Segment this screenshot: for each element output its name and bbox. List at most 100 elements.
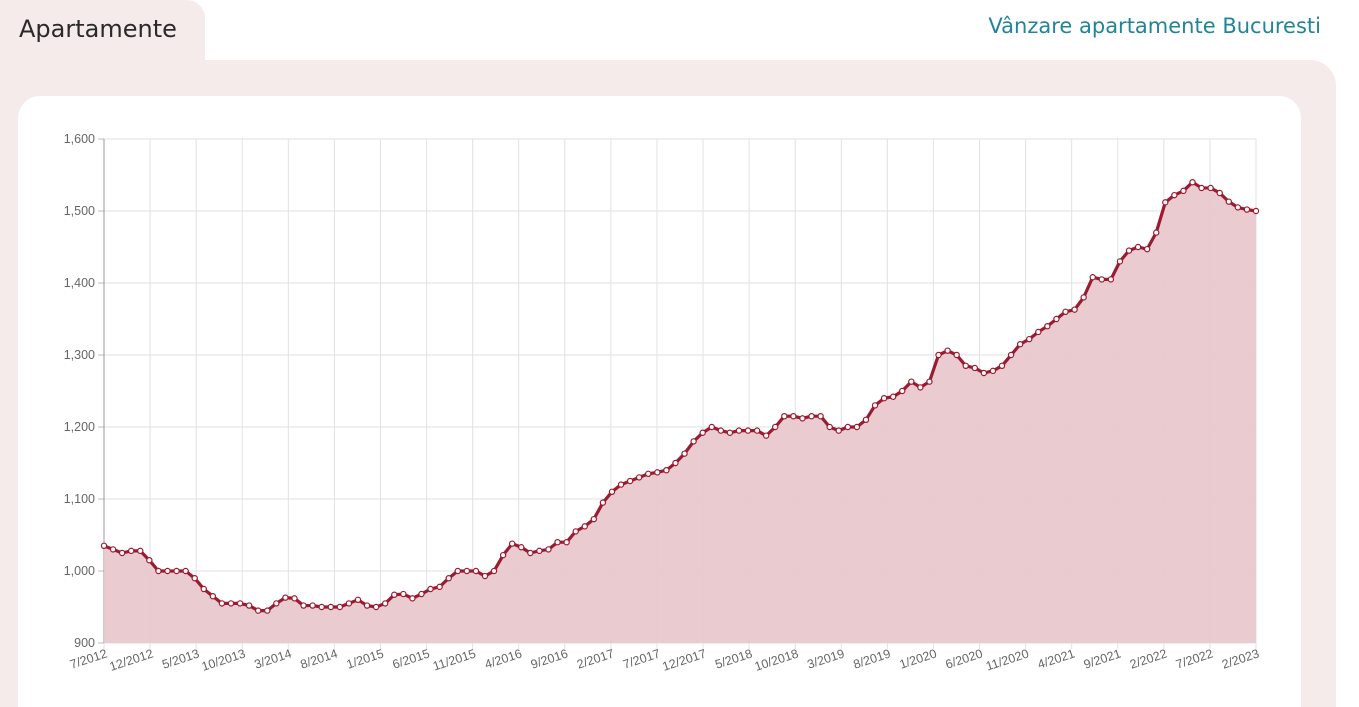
data-point: [1207, 184, 1214, 192]
data-point: [1044, 322, 1051, 330]
data-point: [708, 423, 715, 431]
data-point: [781, 413, 788, 420]
data-point: [663, 467, 670, 474]
x-tick-label: 8/2014: [299, 647, 340, 672]
x-tick-label: 3/2019: [806, 647, 847, 672]
data-point: [146, 557, 153, 564]
data-point: [245, 602, 253, 609]
data-point: [835, 427, 842, 434]
x-tick-label: 4/2021: [1036, 647, 1077, 672]
y-tick-label: 1,500: [64, 204, 95, 218]
data-point: [889, 393, 897, 400]
data-point: [953, 351, 960, 359]
data-point: [1216, 189, 1223, 197]
data-point: [227, 600, 235, 607]
data-point: [508, 540, 516, 547]
data-point: [654, 469, 661, 476]
data-point: [1007, 351, 1015, 359]
data-point: [1153, 229, 1160, 236]
data-point: [590, 515, 598, 523]
data-point: [1252, 207, 1260, 215]
data-point: [409, 595, 416, 602]
x-tick-label: 1/2020: [898, 647, 939, 672]
data-point: [563, 539, 570, 546]
data-point: [1125, 247, 1133, 254]
data-point: [1098, 276, 1106, 283]
data-point: [645, 470, 652, 477]
data-point: [100, 542, 108, 549]
data-point: [264, 607, 271, 614]
data-point: [1089, 274, 1096, 281]
data-point: [173, 567, 180, 575]
data-point: [1162, 199, 1169, 206]
data-point: [481, 572, 489, 580]
data-point: [572, 528, 579, 535]
x-tick-label: 12/2012: [108, 647, 155, 674]
data-point: [200, 585, 207, 593]
data-point: [989, 367, 997, 375]
x-tick-label: 8/2019: [852, 647, 893, 672]
data-point: [137, 547, 144, 555]
data-point: [681, 450, 688, 457]
data-point: [1180, 187, 1187, 195]
data-point: [218, 600, 226, 607]
data-point: [1143, 245, 1151, 253]
data-point: [472, 567, 480, 575]
x-tick-label: 2/2022: [1128, 647, 1169, 672]
data-point: [726, 429, 734, 436]
data-point: [635, 474, 643, 481]
y-tick-label: 1,200: [64, 420, 95, 434]
x-tick-label: 2/2017: [575, 647, 616, 672]
price-chart: 1,600 1,500 1,400 1,300 1,200 1,100 1,000 900 7…: [64, 132, 1261, 674]
data-point: [871, 402, 879, 409]
data-point: [735, 427, 743, 434]
data-point: [354, 596, 362, 603]
section-tab: Apartamente: [0, 0, 205, 62]
x-tick-label: 3/2014: [253, 647, 294, 672]
data-point: [345, 600, 353, 607]
data-point: [826, 423, 833, 431]
data-point: [926, 378, 933, 385]
data-point: [1234, 204, 1242, 211]
data-point: [899, 387, 906, 395]
data-point: [191, 575, 198, 582]
data-point: [1071, 306, 1078, 313]
chart-points: [100, 178, 1260, 614]
data-point: [790, 413, 797, 420]
data-point: [1225, 198, 1232, 205]
x-tick-label: 7/2017: [621, 647, 662, 672]
data-point: [209, 593, 217, 600]
data-point: [318, 603, 325, 611]
x-tick-label: 12/2017: [661, 647, 708, 674]
data-point: [808, 413, 815, 420]
data-point: [128, 547, 135, 555]
x-tick-label: 5/2013: [160, 647, 201, 672]
data-point: [418, 590, 425, 598]
data-point: [1062, 308, 1069, 315]
data-point: [109, 546, 117, 553]
data-point: [744, 427, 752, 434]
x-tick-label: 1/2015: [345, 647, 386, 672]
data-point: [998, 362, 1006, 369]
data-point: [436, 583, 443, 591]
apartments-sale-link[interactable]: Vânzare apartamente Bucuresti: [988, 14, 1321, 38]
data-point: [880, 395, 888, 402]
y-tick-label: 1,600: [64, 132, 95, 146]
data-point: [273, 600, 280, 607]
data-point: [935, 351, 942, 359]
data-point: [717, 427, 725, 434]
data-point: [1080, 294, 1087, 301]
data-point: [971, 364, 979, 372]
data-point: [490, 567, 498, 575]
data-point: [599, 499, 607, 506]
data-point: [962, 362, 969, 369]
data-point: [908, 378, 915, 385]
data-point: [817, 413, 824, 420]
data-point: [282, 594, 289, 601]
data-point: [1026, 335, 1033, 343]
chart-area: [103, 180, 1257, 643]
x-tick-label: 6/2020: [944, 647, 985, 672]
data-point: [608, 488, 616, 495]
data-point: [1016, 340, 1024, 348]
